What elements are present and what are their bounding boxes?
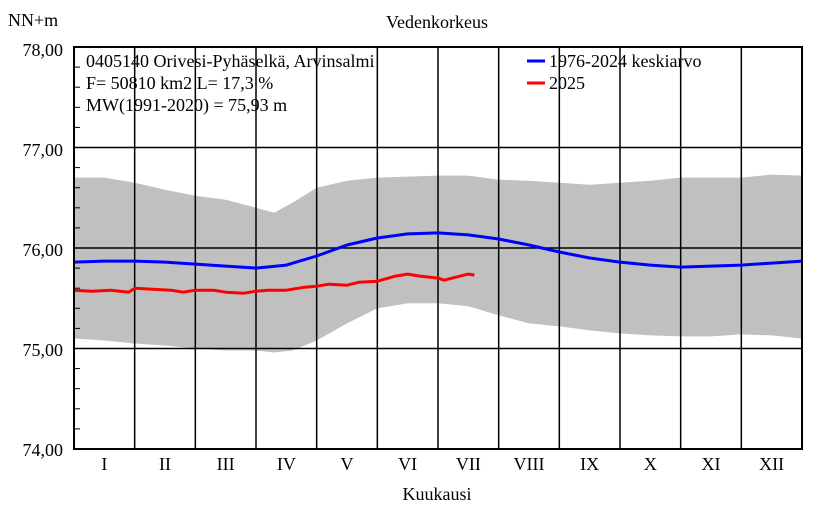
mean-water-level: MW(1991-2020) = 75,93 m bbox=[86, 95, 287, 116]
month-label: I bbox=[101, 454, 107, 474]
y-tick-labels: 78,00 77,00 76,00 75,00 74,00 bbox=[23, 40, 64, 460]
year-2025-line bbox=[73, 272, 475, 295]
month-label: XII bbox=[759, 454, 784, 474]
month-label: XI bbox=[702, 454, 721, 474]
y-tick-label: 75,00 bbox=[23, 340, 64, 360]
month-label: V bbox=[341, 454, 354, 474]
legend-label-mean: 1976-2024 keskiarvo bbox=[549, 51, 701, 71]
month-label: VII bbox=[456, 454, 481, 474]
y-tick-label: 74,00 bbox=[23, 440, 64, 460]
month-label: IX bbox=[580, 454, 599, 474]
plot-frame bbox=[73, 46, 803, 450]
area-lake-percent: F= 50810 km2 L= 17,3 % bbox=[86, 73, 273, 93]
y-axis-unit: NN+m bbox=[8, 10, 58, 30]
mean-line bbox=[73, 231, 803, 270]
month-label: X bbox=[644, 454, 657, 474]
month-labels: I II III IV V VI VII VIII IX X XI XII bbox=[101, 454, 784, 474]
y-tick-label: 78,00 bbox=[23, 40, 64, 60]
grid-layer bbox=[74, 47, 802, 449]
legend: 1976-2024 keskiarvo 2025 bbox=[527, 51, 701, 93]
month-label: II bbox=[159, 454, 171, 474]
y-tick-label: 77,00 bbox=[23, 140, 64, 160]
series-layer bbox=[73, 231, 803, 295]
plot-area bbox=[73, 46, 803, 450]
frame-layer bbox=[73, 46, 803, 450]
month-label: VI bbox=[398, 454, 417, 474]
month-label: IV bbox=[277, 454, 296, 474]
station-info: 0405140 Orivesi-Pyhäselkä, Arvinsalmi F=… bbox=[86, 51, 374, 116]
chart-title: Vedenkorkeus bbox=[386, 12, 488, 32]
legend-label-2025: 2025 bbox=[549, 73, 585, 93]
month-label: VIII bbox=[514, 454, 545, 474]
month-label: III bbox=[217, 454, 235, 474]
y-tick-label: 76,00 bbox=[23, 240, 64, 260]
x-axis-label: Kuukausi bbox=[403, 484, 472, 504]
station-name: 0405140 Orivesi-Pyhäselkä, Arvinsalmi bbox=[86, 51, 374, 71]
